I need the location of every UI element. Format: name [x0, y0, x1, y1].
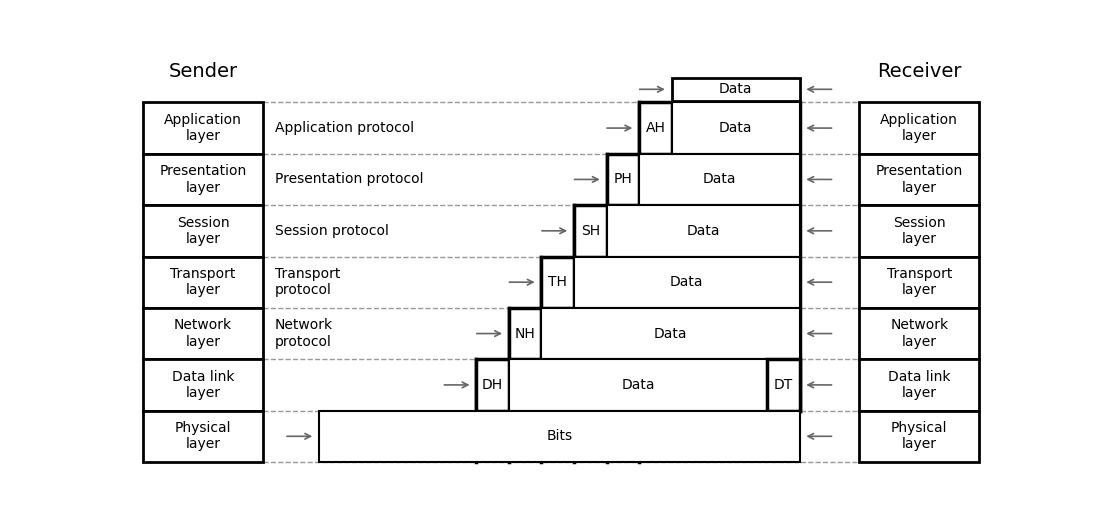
Text: Network
layer: Network layer	[174, 318, 232, 349]
Text: Data: Data	[718, 121, 752, 135]
Text: Bits: Bits	[546, 429, 573, 443]
Bar	[476, 359, 509, 411]
Bar	[860, 359, 979, 411]
Bar	[860, 257, 979, 308]
Bar	[639, 154, 799, 205]
Bar	[607, 205, 799, 257]
Text: Presentation
layer: Presentation layer	[160, 164, 246, 195]
Bar	[541, 308, 799, 359]
Text: DT: DT	[773, 378, 793, 392]
Bar	[574, 205, 607, 257]
Bar	[143, 154, 263, 205]
Bar	[143, 359, 263, 411]
Bar	[639, 103, 671, 154]
Bar	[319, 411, 799, 462]
Bar	[509, 308, 541, 359]
Text: Sender: Sender	[169, 62, 238, 81]
Bar	[860, 154, 979, 205]
Bar	[671, 78, 799, 101]
Bar	[766, 359, 799, 411]
Text: Physical
layer: Physical layer	[175, 421, 231, 451]
Bar	[607, 154, 639, 205]
Text: Transport
layer: Transport layer	[887, 267, 952, 297]
Text: Data link
layer: Data link layer	[888, 370, 950, 400]
Bar	[143, 257, 263, 308]
Text: TH: TH	[549, 275, 567, 289]
Text: Session
layer: Session layer	[892, 216, 946, 246]
Text: DH: DH	[482, 378, 504, 392]
Text: Transport
protocol: Transport protocol	[275, 267, 341, 297]
Text: PH: PH	[613, 173, 632, 186]
Text: Presentation
layer: Presentation layer	[876, 164, 963, 195]
Text: NH: NH	[515, 327, 535, 340]
Text: SH: SH	[580, 224, 600, 238]
Bar	[143, 103, 263, 154]
Bar	[860, 103, 979, 154]
Text: Receiver: Receiver	[877, 62, 961, 81]
Text: AH: AH	[645, 121, 666, 135]
Text: Data link
layer: Data link layer	[172, 370, 234, 400]
Text: Network
layer: Network layer	[890, 318, 948, 349]
Text: Data: Data	[654, 327, 688, 340]
Text: Data: Data	[687, 224, 719, 238]
Bar	[143, 411, 263, 462]
Bar	[860, 308, 979, 359]
Text: Data: Data	[718, 82, 752, 96]
Text: Session protocol: Session protocol	[275, 224, 389, 238]
Text: Session
layer: Session layer	[176, 216, 230, 246]
Bar	[671, 103, 799, 154]
Text: Application
layer: Application layer	[880, 113, 958, 143]
Text: Data: Data	[703, 173, 736, 186]
Text: Application protocol: Application protocol	[275, 121, 414, 135]
Bar	[860, 205, 979, 257]
Text: Physical
layer: Physical layer	[891, 421, 947, 451]
Text: Data: Data	[670, 275, 703, 289]
Text: Application
layer: Application layer	[164, 113, 242, 143]
Bar	[143, 205, 263, 257]
Text: Network
protocol: Network protocol	[275, 318, 333, 349]
Bar	[860, 411, 979, 462]
Text: Presentation protocol: Presentation protocol	[275, 173, 424, 186]
Bar	[509, 359, 766, 411]
Bar	[143, 308, 263, 359]
Text: Transport
layer: Transport layer	[171, 267, 235, 297]
Bar	[541, 257, 574, 308]
Bar	[574, 257, 799, 308]
Text: Data: Data	[621, 378, 655, 392]
